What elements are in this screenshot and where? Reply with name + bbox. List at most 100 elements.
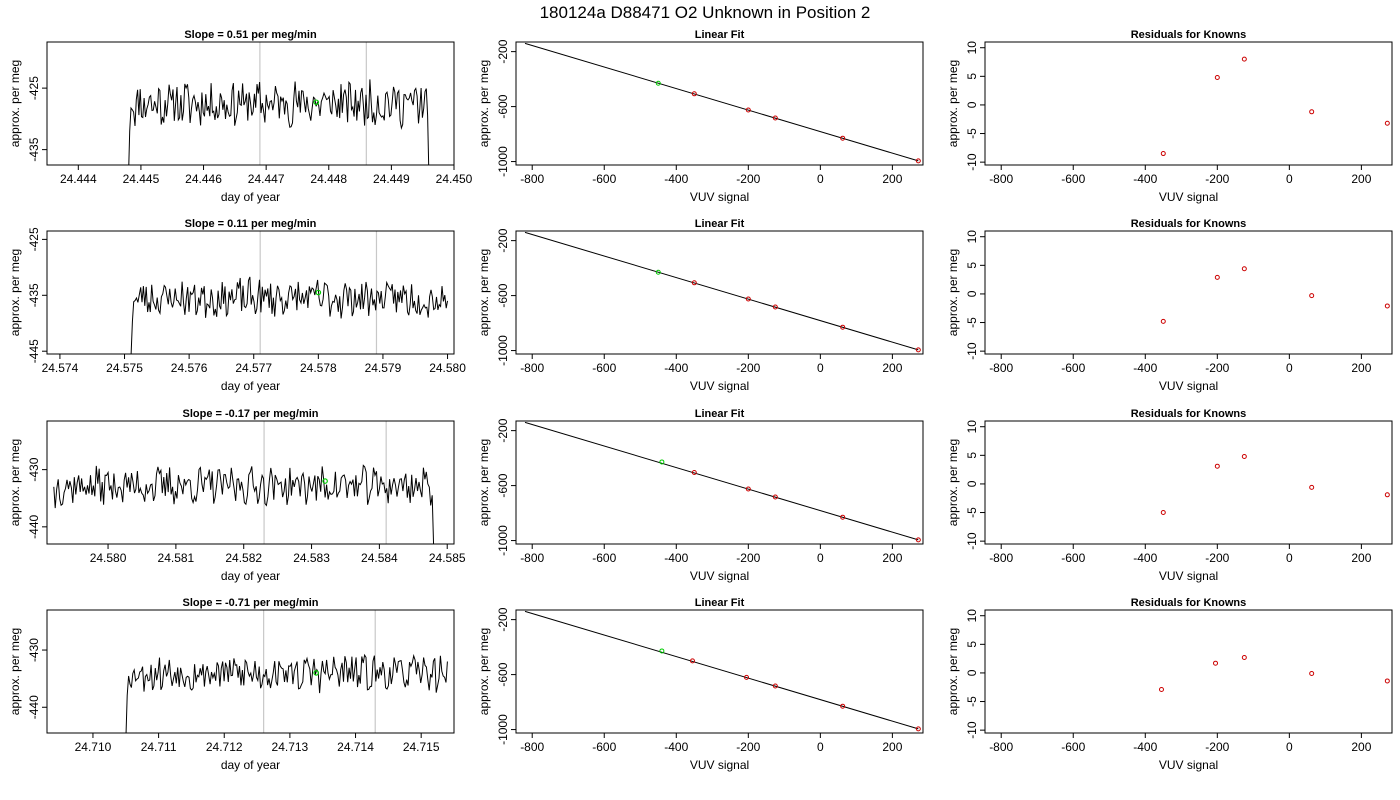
data-point [840,324,846,330]
fit-line [524,42,919,162]
y-tick-label: 0 [965,101,979,108]
panel-3-2: Residuals for Knowns -800 -600 -400 -200 0 200… [946,597,1393,772]
data-point [1241,453,1247,459]
panel-title: Linear Fit [695,29,745,41]
x-tick-label: -800 [989,172,1013,186]
x-tick-label: 0 [817,740,824,754]
y-tick-label: 5 [965,641,979,648]
data-point [1241,266,1247,272]
x-tick-label: -600 [592,551,616,565]
y-tick-label: -10 [965,721,979,739]
y-axis-label: approx. per meg [477,249,491,336]
data-point [1241,56,1247,62]
x-axis-label: VUV signal [1159,379,1218,393]
y-tick-label: -600 [496,94,510,118]
x-tick-label: -800 [520,172,544,186]
y-tick-label: 0 [965,480,979,487]
x-tick-label: 0 [1286,361,1293,375]
x-tick-label: -400 [664,361,688,375]
x-axis-label: VUV signal [690,758,749,772]
plot-area [1158,654,1390,693]
plot-frame [46,41,455,166]
data-point [772,304,778,310]
series-line [128,79,430,165]
plot-area [1160,56,1390,157]
x-tick-label: 200 [882,172,902,186]
plot-area [125,610,448,733]
x-tick-label: 0 [1286,172,1293,186]
plot-frame [984,609,1393,734]
x-tick-label: -600 [592,361,616,375]
plot-area [524,231,921,353]
x-tick-label: -600 [1061,361,1085,375]
x-tick-label: 200 [882,740,902,754]
unknown-marker [313,99,320,106]
panels-container: Slope = 0.51 per meg/min 24.444 24.445 24.4… [8,29,1393,772]
x-tick-label: -600 [1061,740,1085,754]
data-point [915,537,921,543]
panel-title: Slope = -0.71 per meg/min [182,597,318,609]
x-tick-label: -200 [1205,361,1229,375]
data-point [1309,484,1315,490]
data-point [915,347,921,353]
x-tick-label: 24.713 [272,740,309,754]
x-tick-label: 24.446 [185,172,222,186]
data-point [655,269,661,275]
panel-1-0: Slope = 0.11 per meg/min 24.574 24.575 24.5… [8,218,466,393]
data-point [691,470,697,476]
x-tick-label: 200 [1351,172,1371,186]
panel-title: Linear Fit [695,408,745,420]
x-tick-label: -800 [520,551,544,565]
x-tick-label: -200 [736,551,760,565]
y-axis-label: approx. per meg [8,249,22,336]
y-tick-label: -435 [27,283,41,307]
y-tick-label: -425 [27,227,41,251]
plot-frame [46,420,455,545]
data-point [1309,293,1315,299]
x-tick-label: -800 [520,740,544,754]
panel-1-2: Residuals for Knowns -800 -600 -400 -200 0 200… [946,218,1393,393]
data-point [772,494,778,500]
panel-title: Residuals for Knowns [1131,218,1247,230]
y-tick-label: -10 [965,153,979,171]
y-axis-label: approx. per meg [946,60,960,147]
x-tick-label: 24.448 [310,172,347,186]
data-point [745,296,751,302]
x-tick-label: -200 [1205,551,1229,565]
panel-2-2: Residuals for Knowns -800 -600 -400 -200 0 200… [946,408,1393,583]
x-tick-label: -200 [736,361,760,375]
y-tick-label: 0 [965,290,979,297]
unknown-marker [313,670,319,676]
y-tick-label: 5 [965,262,979,269]
plot-area [53,421,435,544]
x-tick-label: -400 [1133,172,1157,186]
y-axis-label: approx. per meg [477,628,491,715]
y-tick-label: 10 [965,420,979,434]
y-tick-label: -430 [27,457,41,481]
data-point [1214,74,1220,80]
x-tick-label: 200 [1351,740,1371,754]
data-point [1213,660,1219,666]
x-tick-label: 24.581 [158,551,195,565]
y-tick-label: -440 [27,515,41,539]
panel-2-1: Linear Fit -800 -600 -400 -200 0 200 -200 -600 -1… [477,408,924,583]
y-tick-label: 0 [965,669,979,676]
series-line [130,276,448,354]
data-point [1158,687,1164,693]
y-tick-label: -1000 [496,714,510,745]
y-tick-label: -435 [27,137,41,161]
x-tick-label: -600 [1061,551,1085,565]
x-tick-label: -200 [736,172,760,186]
data-point [1384,678,1390,684]
y-tick-label: -5 [965,696,979,707]
x-tick-label: 24.445 [123,172,160,186]
x-axis-label: day of year [221,379,280,393]
panel-2-0: Slope = -0.17 per meg/min 24.580 24.581 24.… [8,408,466,583]
data-point [1214,463,1220,469]
x-tick-label: 24.712 [206,740,243,754]
unknown-marker [322,478,328,484]
x-tick-label: 24.585 [429,551,466,565]
data-point [1214,274,1220,280]
x-axis-label: VUV signal [690,190,749,204]
